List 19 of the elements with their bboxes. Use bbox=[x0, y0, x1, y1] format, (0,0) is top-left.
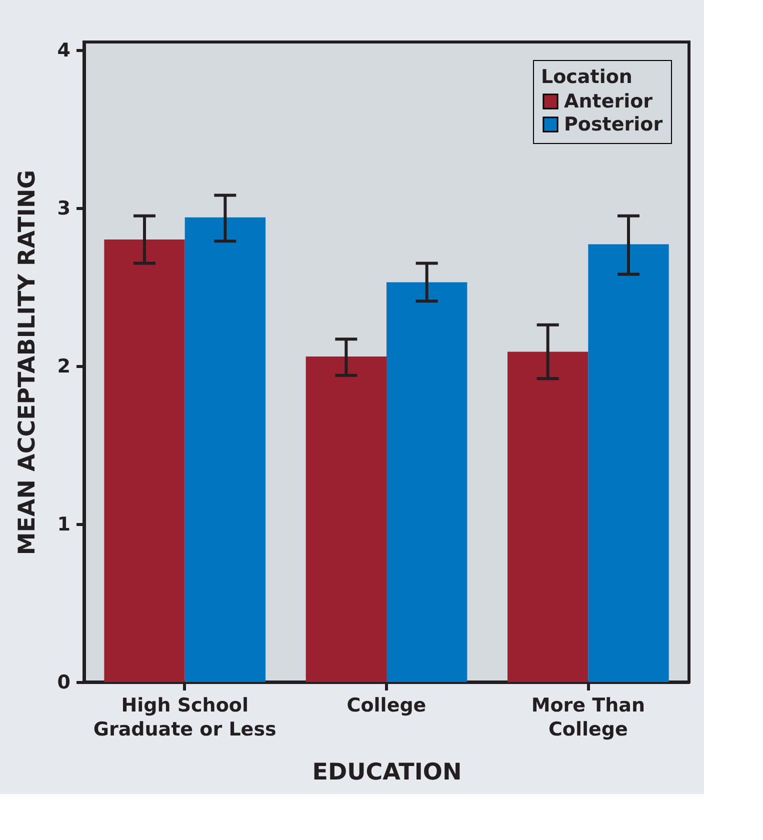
x-axis-title: EDUCATION bbox=[312, 760, 462, 786]
y-tick-label: 3 bbox=[57, 197, 70, 220]
x-tick-label: More Than College bbox=[531, 694, 646, 740]
bar bbox=[104, 240, 185, 682]
bar bbox=[508, 352, 588, 682]
x-tick-label: High School Graduate or Less bbox=[93, 694, 276, 740]
legend-label: Anterior bbox=[564, 90, 654, 112]
y-tick-label: 1 bbox=[57, 513, 70, 536]
bar bbox=[386, 282, 468, 682]
y-tick-label: 0 bbox=[57, 672, 70, 694]
bar bbox=[184, 217, 266, 682]
y-axis-title: MEAN ACCEPTABILITY RATING bbox=[14, 170, 40, 556]
bar bbox=[588, 244, 669, 682]
legend-label: Posterior bbox=[564, 114, 664, 136]
y-tick-label: 2 bbox=[57, 355, 70, 378]
legend-title: Location bbox=[541, 66, 632, 88]
x-tick-label: College bbox=[346, 694, 426, 716]
y-tick-label: 4 bbox=[57, 39, 70, 62]
bar bbox=[306, 356, 386, 682]
